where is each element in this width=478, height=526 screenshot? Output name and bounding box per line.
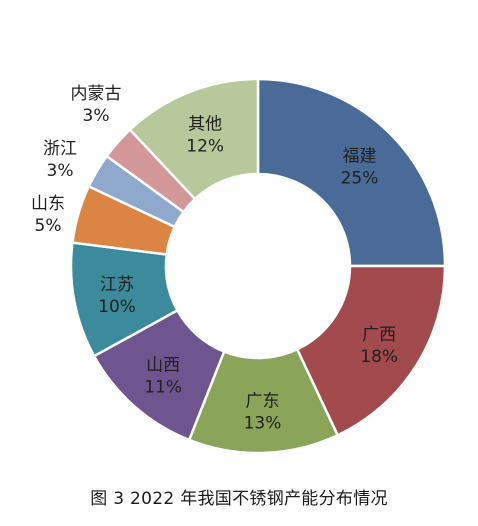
slice-name-label-0: 福建 (342, 147, 376, 167)
donut-slice-1 (295, 264, 447, 437)
slice-value-label-7: 3% (83, 106, 110, 126)
slice-name-label-7: 内蒙古 (71, 84, 122, 104)
donut-slice-8 (128, 77, 260, 201)
slice-name-label-2: 广东 (246, 391, 280, 411)
figure-caption: 图 3 2022 年我国不锈钢产能分布情况 (90, 489, 388, 509)
slice-value-label-0: 25% (341, 169, 379, 189)
donut-chart: 福建 25% 广西 18% 广东 13% 山西 11% 江苏 10% 山东 5% 浙江 3% 内蒙古 3% 其他… (31, 77, 447, 455)
slice-value-label-1: 18% (360, 347, 398, 367)
slice-value-label-3: 11% (144, 378, 182, 398)
slice-value-label-6: 3% (47, 161, 74, 181)
slice-value-label-4: 10% (98, 297, 136, 317)
slice-name-label-4: 江苏 (100, 275, 134, 295)
slice-name-label-5: 山东 (31, 194, 65, 214)
slice-name-label-3: 山西 (146, 356, 180, 376)
slice-value-label-8: 12% (186, 137, 224, 157)
slice-name-label-1: 广西 (362, 325, 396, 345)
slices-group (69, 77, 447, 455)
slice-name-label-6: 浙江 (43, 139, 77, 159)
donut-slice-0 (256, 77, 447, 268)
slice-value-label-2: 13% (244, 413, 282, 433)
slice-value-label-5: 5% (35, 216, 62, 236)
slice-name-label-8: 其他 (188, 115, 222, 135)
